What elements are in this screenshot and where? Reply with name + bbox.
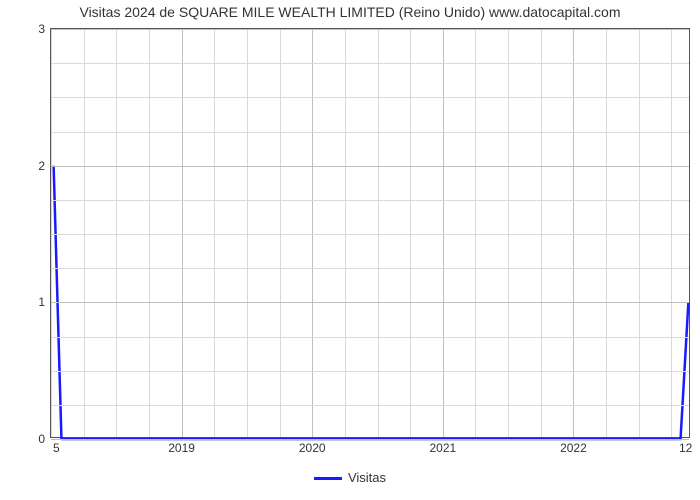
grid-line-vertical [84,29,85,437]
grid-line-vertical [51,29,52,437]
x-tick-label: 2020 [299,441,326,455]
x-edge-label-left: 5 [53,441,60,455]
x-tick-label: 2021 [429,441,456,455]
grid-line-vertical [116,29,117,437]
grid-line-horizontal [51,439,689,440]
y-tick-label: 2 [38,159,45,173]
grid-line-horizontal [51,302,689,303]
grid-line-vertical [149,29,150,437]
grid-line-horizontal [51,97,689,98]
grid-line-horizontal [51,371,689,372]
grid-line-vertical [410,29,411,437]
grid-line-vertical [639,29,640,437]
grid-line-vertical [671,29,672,437]
y-tick-label: 1 [38,295,45,309]
grid-line-vertical [508,29,509,437]
legend-swatch [314,477,342,480]
grid-line-vertical [443,29,444,437]
legend-label: Visitas [348,470,386,485]
grid-line-horizontal [51,29,689,30]
visits-line-chart: Visitas 2024 de SQUARE MILE WEALTH LIMIT… [0,0,700,500]
grid-line-vertical [214,29,215,437]
x-tick-label: 2019 [168,441,195,455]
grid-line-vertical [573,29,574,437]
grid-line-horizontal [51,268,689,269]
grid-line-vertical [280,29,281,437]
x-edge-label-right: 12 [679,441,692,455]
x-tick-label: 2022 [560,441,587,455]
grid-line-vertical [378,29,379,437]
y-tick-label: 0 [38,432,45,446]
grid-line-vertical [541,29,542,437]
legend: Visitas [0,470,700,485]
grid-line-vertical [475,29,476,437]
grid-line-horizontal [51,63,689,64]
grid-line-vertical [182,29,183,437]
grid-line-horizontal [51,234,689,235]
plot-area: 01232019202020212022512 [50,28,690,438]
y-tick-label: 3 [38,22,45,36]
grid-line-vertical [312,29,313,437]
grid-line-vertical [606,29,607,437]
grid-line-vertical [247,29,248,437]
grid-line-vertical [345,29,346,437]
grid-line-horizontal [51,166,689,167]
grid-line-horizontal [51,132,689,133]
grid-line-horizontal [51,200,689,201]
grid-line-horizontal [51,337,689,338]
grid-line-horizontal [51,405,689,406]
chart-title: Visitas 2024 de SQUARE MILE WEALTH LIMIT… [0,0,700,20]
